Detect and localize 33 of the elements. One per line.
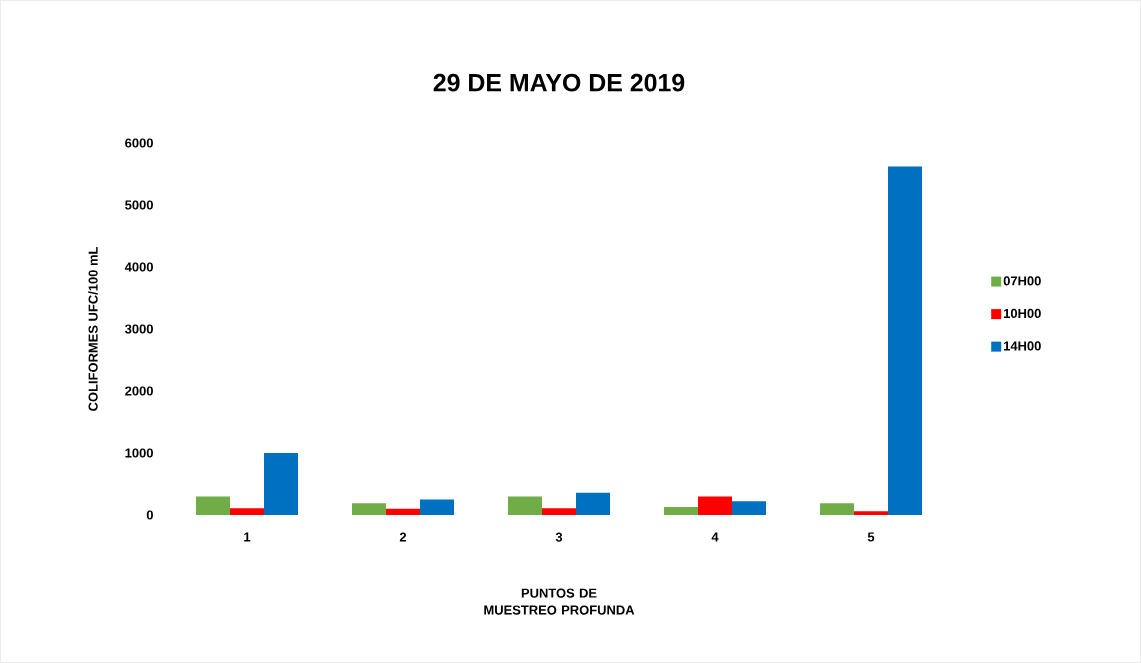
legend-label: 07H00 xyxy=(1003,276,1041,286)
bar xyxy=(420,499,455,515)
y-tick-label: 3000 xyxy=(124,324,153,334)
bar xyxy=(820,503,855,515)
y-tick-label: 1000 xyxy=(125,448,153,458)
x-tick-label: 5 xyxy=(867,532,875,542)
chart-title: 29 DE MAYO DE 2019 xyxy=(433,73,685,92)
bar xyxy=(732,501,767,515)
bar xyxy=(854,511,889,515)
x-tick-label: 1 xyxy=(244,532,251,542)
bar xyxy=(352,503,387,515)
bar xyxy=(196,496,231,515)
bar xyxy=(698,496,733,515)
bar xyxy=(888,166,923,515)
x-tick-label: 4 xyxy=(711,532,719,542)
x-tick-label: 2 xyxy=(399,532,407,542)
legend-label: 10H00 xyxy=(1004,308,1041,319)
y-tick-label: 0 xyxy=(146,510,153,520)
bar xyxy=(230,508,265,515)
legend-label: 14H00 xyxy=(1004,341,1041,351)
bar xyxy=(386,508,421,515)
bar xyxy=(664,506,699,515)
bar xyxy=(576,492,611,515)
y-tick-label: 4000 xyxy=(124,262,153,272)
bar xyxy=(264,452,299,515)
y-axis-title: COLIFORMES UFC/100 mL xyxy=(88,247,98,411)
y-tick-label: 5000 xyxy=(125,200,153,210)
x-axis-title: PUNTOS DE MUESTREO PROFUNDA xyxy=(484,588,635,615)
y-tick-label: 6000 xyxy=(125,138,153,148)
y-tick-label: 2000 xyxy=(125,386,153,396)
x-tick-label: 3 xyxy=(555,532,563,542)
bar xyxy=(542,508,577,515)
bar xyxy=(508,496,543,515)
